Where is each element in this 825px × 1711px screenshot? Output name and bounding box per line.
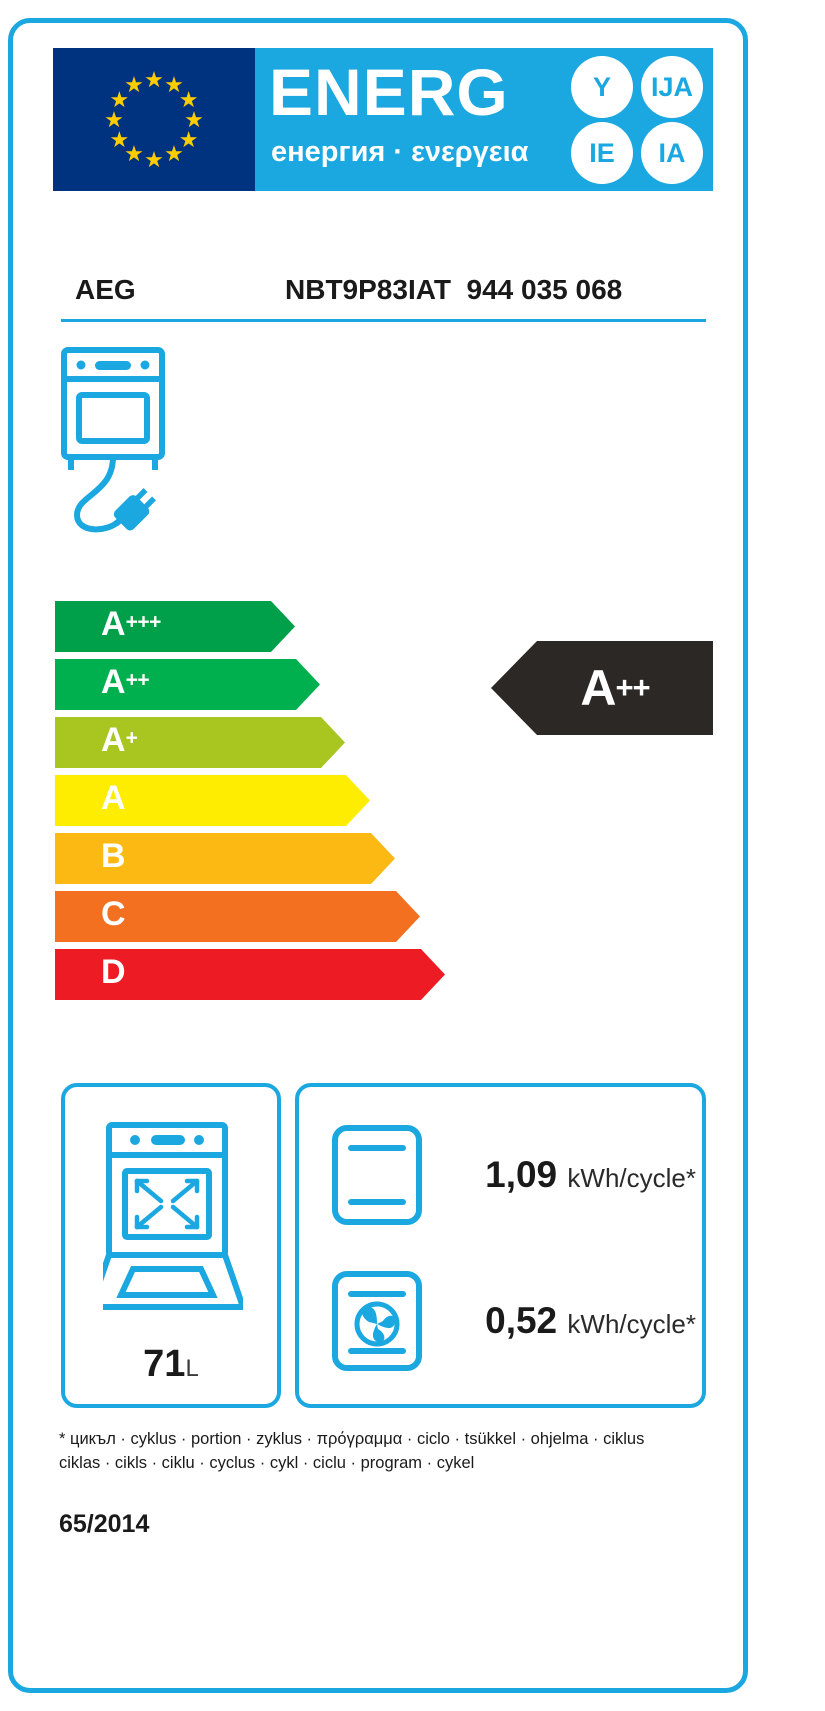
bar-suffix: +++: [125, 610, 162, 634]
energy-class-bar-label: A+++: [101, 607, 161, 641]
language-circle-y: Y: [571, 56, 633, 118]
language-circles: Y IJA IE IA: [571, 56, 707, 184]
energy-class-bar: A: [55, 775, 475, 826]
eu-star-icon: ★: [144, 146, 164, 172]
energ-subtitle: енергия · ενεργεια: [271, 136, 529, 168]
energy-class-bar: D: [55, 949, 475, 1000]
eu-flag-icon: ★ ★ ★ ★ ★ ★ ★ ★ ★ ★ ★ ★: [53, 48, 255, 191]
energy-class-bar-label: A+: [101, 721, 138, 759]
conventional-number: 1,09: [485, 1154, 558, 1195]
eu-star-icon: ★: [164, 71, 184, 97]
conventional-consumption-value: 1,09 kWh/cycle*: [433, 1154, 696, 1196]
bar-letter: C: [101, 895, 126, 933]
energy-consumption-box: 1,09 kWh/cycle* 0,52: [295, 1083, 706, 1408]
fan-forced-mode-row: 0,52 kWh/cycle*: [321, 1255, 696, 1387]
bar-suffix: +: [125, 726, 138, 750]
eu-star-icon: ★: [144, 66, 164, 92]
divider: [61, 319, 706, 322]
conventional-mode-row: 1,09 kWh/cycle*: [321, 1109, 696, 1241]
energ-wordmark: ENERG: [269, 55, 509, 129]
eu-star-icon: ★: [104, 106, 124, 132]
energy-class-bar: A+: [55, 717, 475, 768]
regulation-number: 65/2014: [59, 1510, 150, 1538]
fan-forced-number: 0,52: [485, 1300, 558, 1341]
fan-forced-oven-icon: [321, 1269, 433, 1373]
energ-banner: ENERG енергия · ενεργεια Y IJA IE IA: [255, 48, 713, 191]
cavity-volume-value: 71L: [65, 1343, 277, 1386]
bar-letter: A: [101, 779, 126, 817]
footnote-line-2: ciklas · cikls · ciklu · cyclus · cykl ·…: [59, 1453, 475, 1472]
energy-class-bar: A++: [55, 659, 475, 710]
language-circle-ie: IE: [571, 122, 633, 184]
cavity-volume-box: 71L: [61, 1083, 281, 1408]
energy-class-result: A ++: [491, 641, 713, 735]
energy-class-bar-label: B: [101, 839, 126, 873]
volume-number: 71: [143, 1343, 186, 1385]
conventional-oven-icon: [321, 1123, 433, 1227]
eu-star-icon: ★: [124, 71, 144, 97]
bar-letter: A: [101, 605, 126, 643]
energy-class-value: A ++: [491, 641, 713, 735]
footnote-line-1: * цикъл · cyklus · portion · zyklus · πρ…: [59, 1430, 645, 1448]
brand-name: AEG: [75, 274, 136, 305]
energy-class-bar-label: C: [101, 897, 126, 931]
footnote: * цикъл · cyklus · portion · zyklus · πρ…: [59, 1428, 709, 1476]
fan-forced-unit: kWh/cycle*: [567, 1309, 696, 1339]
energy-class-bar: B: [55, 833, 475, 884]
oven-cavity-volume-icon: [86, 1121, 248, 1326]
energy-class-suffix: ++: [615, 670, 650, 705]
eu-star-icon: ★: [109, 126, 130, 152]
language-circle-ija: IJA: [641, 56, 703, 118]
eu-star-icon: ★: [124, 141, 144, 167]
energy-class-letter: A: [580, 660, 616, 716]
energy-class-bar-label: A++: [101, 663, 150, 701]
volume-unit: L: [185, 1355, 199, 1382]
eu-star-icon: ★: [109, 86, 130, 112]
energy-class-bar-label: A: [101, 781, 126, 815]
conventional-unit: kWh/cycle*: [567, 1163, 696, 1193]
energy-class-bar: C: [55, 891, 475, 942]
energy-class-bar-label: D: [101, 955, 126, 989]
supplier-row: AEG NBT9P83IAT 944 035 068: [61, 268, 706, 324]
fan-forced-consumption-value: 0,52 kWh/cycle*: [433, 1300, 696, 1342]
language-circle-ia: IA: [641, 122, 703, 184]
oven-with-power-plug-icon: [55, 343, 195, 578]
bar-suffix: ++: [125, 668, 150, 692]
eu-star-icon: ★: [164, 141, 184, 167]
bar-letter: A: [101, 721, 126, 759]
energy-class-scale: A+++ A++ A+ A B C D: [55, 601, 475, 1007]
eu-star-icon: ★: [178, 126, 199, 152]
label-header: ★ ★ ★ ★ ★ ★ ★ ★ ★ ★ ★ ★ ENERG енергия · ενεργεια Y …: [53, 48, 713, 191]
energy-label: ★ ★ ★ ★ ★ ★ ★ ★ ★ ★ ★ ★ ENERG енергия · ενεργεια Y …: [8, 18, 748, 1693]
model-identifier: NBT9P83IAT 944 035 068: [285, 274, 623, 305]
eu-star-icon: ★: [178, 86, 199, 112]
bar-letter: B: [101, 837, 126, 875]
bar-letter: D: [101, 953, 126, 991]
energy-class-bar: A+++: [55, 601, 475, 652]
eu-star-icon: ★: [184, 106, 204, 132]
bar-letter: A: [101, 663, 126, 701]
